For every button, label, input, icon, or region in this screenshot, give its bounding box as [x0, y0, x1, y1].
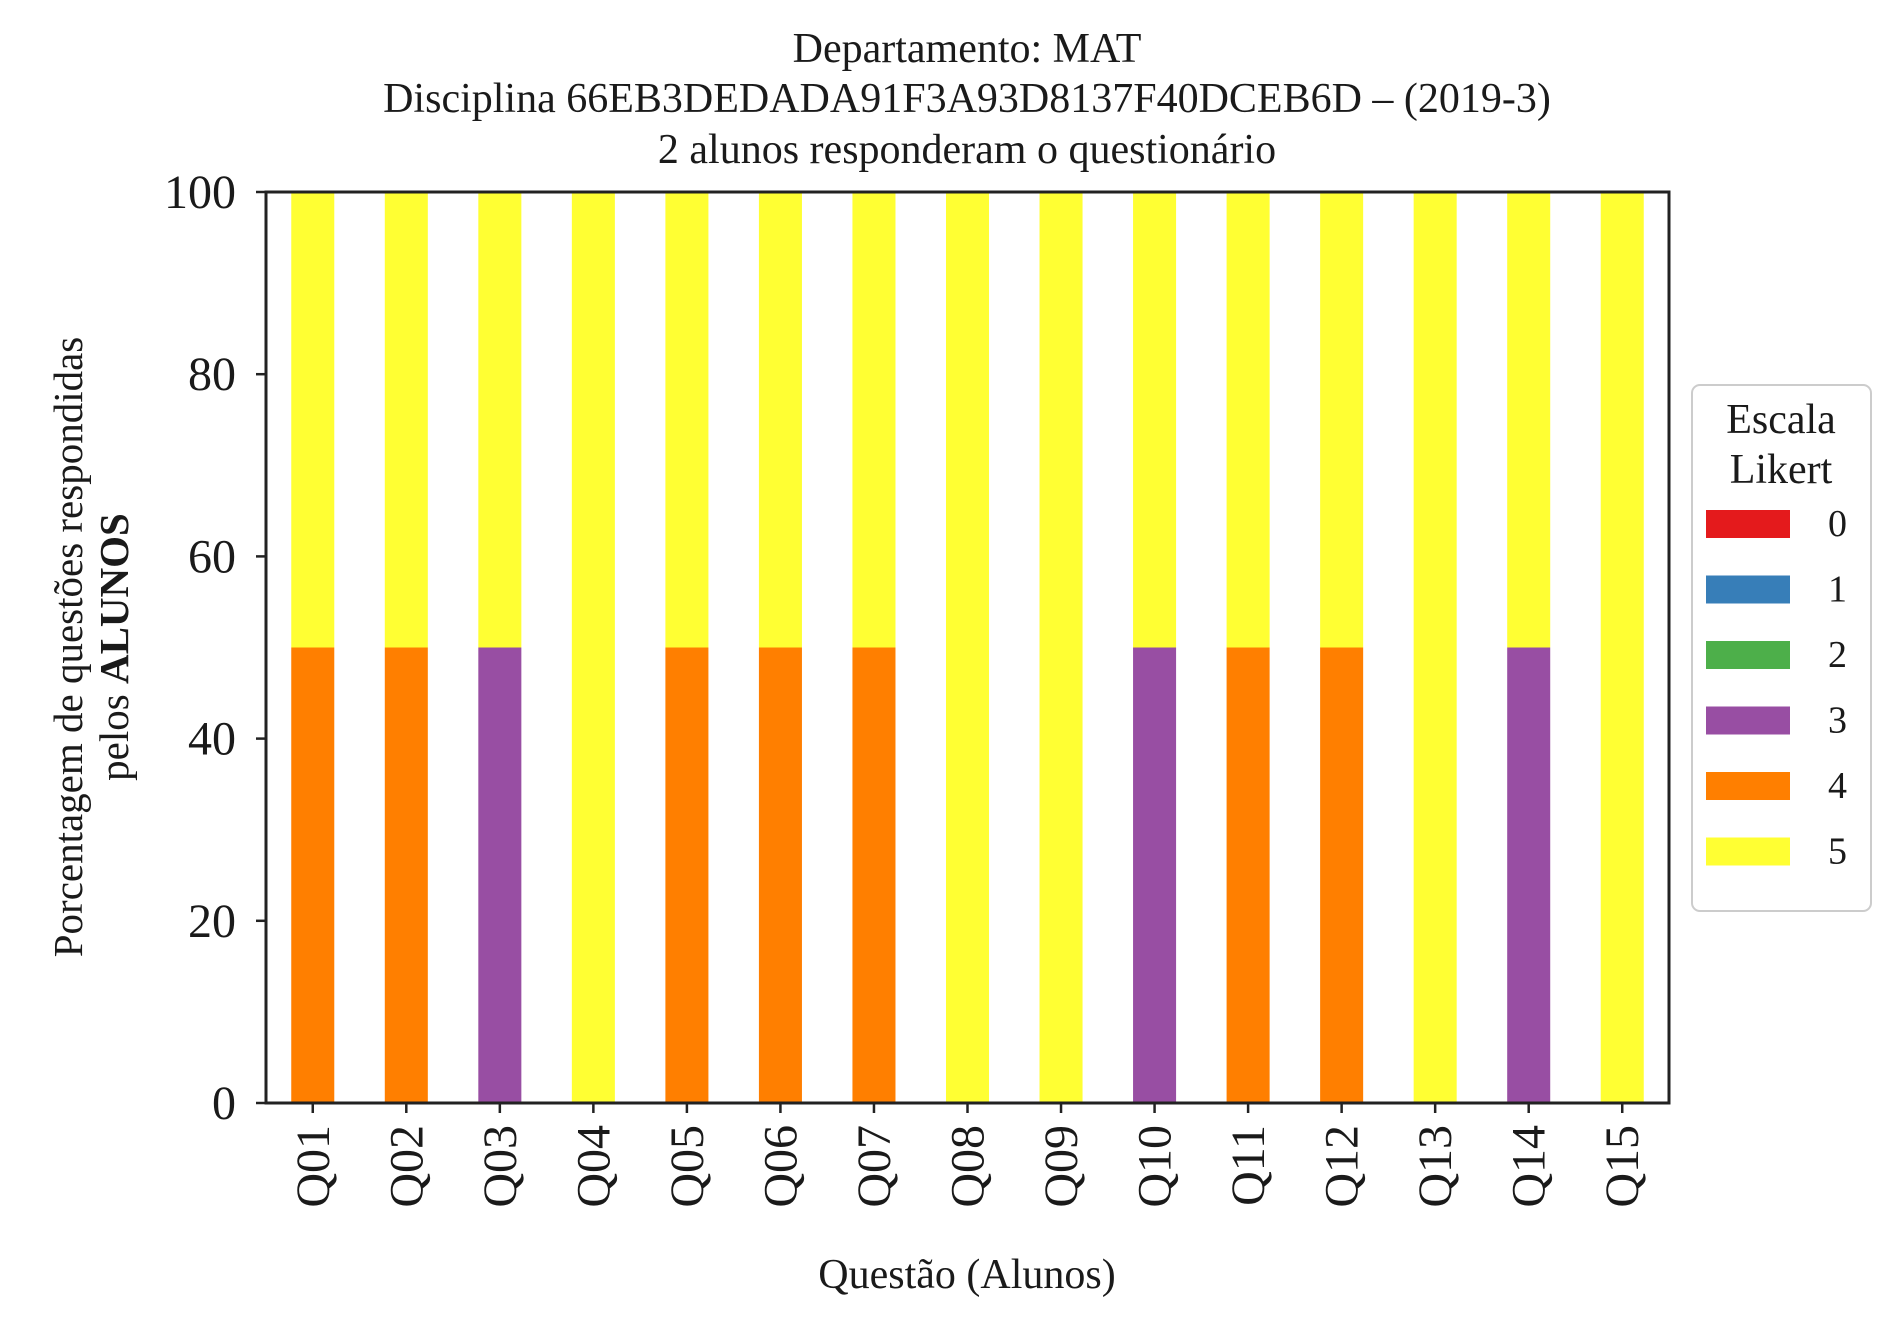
bar-segment-q05-likert-5 [665, 192, 709, 648]
bar-segment-q12-likert-4 [1320, 647, 1364, 1103]
legend-label-3: 3 [1828, 700, 1847, 742]
legend-swatch-5 [1706, 837, 1790, 866]
y-axis-ticks: 0 20 40 60 80 100 [164, 166, 266, 1130]
legend-label-4: 4 [1828, 765, 1847, 807]
y-tick-label-20: 20 [188, 895, 236, 948]
legend-label-2: 2 [1828, 634, 1847, 676]
bar-segment-q08-likert-5 [945, 192, 990, 1103]
legend-swatch-1 [1706, 575, 1790, 604]
x-tick-label-q08: Q08 [942, 1125, 995, 1208]
x-tick-label-q11: Q11 [1222, 1125, 1275, 1206]
y-tick-label-100: 100 [164, 166, 236, 219]
legend-items: 0 1 2 3 4 5 [1706, 503, 1847, 873]
x-tick-label-q13: Q13 [1409, 1125, 1462, 1208]
x-tick-label-q03: Q03 [474, 1125, 527, 1208]
bar-segment-q15-likert-5 [1600, 192, 1644, 1103]
bar-segment-q10-likert-5 [1133, 192, 1177, 648]
y-axis-label: Porcentagem de questões respondidas pelo… [45, 337, 137, 958]
legend-swatch-0 [1706, 510, 1790, 538]
y-axis-label-bold: ALUNOS [91, 513, 137, 684]
bar-segment-q03-likert-5 [478, 192, 522, 648]
bar-segment-q01-likert-4 [291, 647, 335, 1103]
bar-segment-q09-likert-5 [1039, 192, 1083, 1103]
x-tick-label-q07: Q07 [848, 1125, 901, 1208]
bar-segment-q13-likert-5 [1413, 192, 1457, 1103]
legend-label-5: 5 [1828, 831, 1847, 873]
y-axis-label-prefix: pelos [91, 684, 137, 781]
bar-segment-q02-likert-5 [384, 192, 428, 648]
bar-segment-q11-likert-5 [1226, 192, 1270, 648]
x-axis-ticks: Q01 Q02 Q03 Q04 Q05 Q06 Q07 Q08 Q09 Q10 Q11 Q12 Q13 Q… [287, 1103, 1649, 1208]
title-line-2: Disciplina 66EB3DEDADA91F3A93D8137F40DCE… [383, 76, 1551, 122]
x-tick-label-q15: Q15 [1596, 1125, 1649, 1208]
title-line-1: Departamento: MAT [793, 26, 1142, 72]
x-tick-label-q05: Q05 [661, 1125, 714, 1208]
bar-segment-q06-likert-4 [758, 647, 802, 1103]
x-tick-label-q12: Q12 [1316, 1125, 1369, 1208]
x-tick-label-q02: Q02 [380, 1125, 433, 1208]
bar-segment-q06-likert-5 [758, 192, 802, 648]
y-axis-label-line-1: Porcentagem de questões respondidas [45, 337, 91, 958]
x-tick-label-q06: Q06 [754, 1125, 807, 1208]
x-axis-label: Questão (Alunos) [818, 1252, 1115, 1298]
x-tick-label-q09: Q09 [1035, 1125, 1088, 1208]
x-tick-label-q14: Q14 [1503, 1125, 1556, 1208]
legend-label-0: 0 [1828, 503, 1847, 545]
bar-segment-q14-likert-3 [1507, 647, 1551, 1103]
bar-segment-q02-likert-4 [384, 647, 428, 1103]
bar-segment-q07-likert-5 [852, 192, 896, 648]
legend-swatch-3 [1706, 706, 1790, 735]
bar-segment-q03-likert-3 [478, 647, 522, 1103]
bar-segment-q01-likert-5 [291, 192, 335, 648]
legend-swatch-4 [1706, 772, 1790, 800]
chart-title: Departamento: MAT Disciplina 66EB3DEDADA… [383, 26, 1551, 173]
x-tick-label-q01: Q01 [287, 1125, 340, 1208]
y-tick-label-0: 0 [212, 1077, 236, 1130]
x-tick-label-q04: Q04 [567, 1125, 620, 1208]
bar-segment-q12-likert-5 [1320, 192, 1364, 648]
legend: Escala Likert 0 1 2 3 4 5 [1691, 384, 1872, 912]
title-line-3: 2 alunos responderam o questionário [658, 127, 1276, 173]
x-tick-label-q10: Q10 [1129, 1125, 1182, 1208]
plot-frame [264, 190, 1671, 1105]
bar-segment-q04-likert-5 [571, 192, 615, 1103]
legend-label-1: 1 [1828, 569, 1847, 611]
y-axis-label-line-2: pelos ALUNOS [91, 513, 137, 781]
bar-segment-q05-likert-4 [665, 647, 709, 1103]
y-tick-label-40: 40 [188, 713, 236, 766]
legend-title-line-1: Escala [1726, 397, 1836, 443]
bar-segment-q10-likert-3 [1133, 647, 1177, 1103]
legend-swatch-2 [1706, 641, 1790, 669]
bar-segment-q07-likert-4 [852, 647, 896, 1103]
y-tick-label-60: 60 [188, 530, 236, 583]
y-tick-label-80: 80 [188, 348, 236, 401]
legend-title-line-2: Likert [1730, 447, 1833, 493]
bars-layer [291, 192, 1644, 1103]
bar-segment-q14-likert-5 [1507, 192, 1551, 648]
bar-segment-q11-likert-4 [1226, 647, 1270, 1103]
